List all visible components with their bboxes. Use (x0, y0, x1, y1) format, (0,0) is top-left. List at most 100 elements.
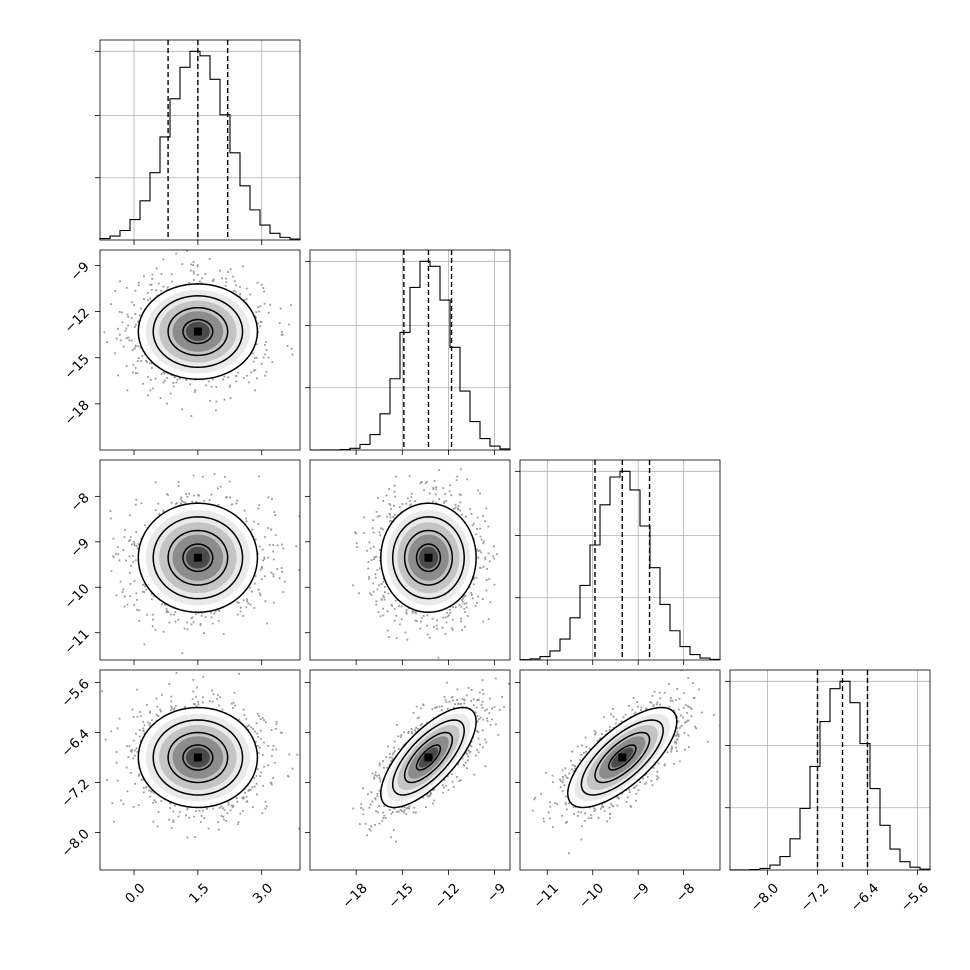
sample-point (118, 310, 121, 313)
sample-point (129, 536, 132, 539)
sample-point (272, 601, 275, 604)
sample-point (127, 756, 130, 759)
sample-point (473, 576, 476, 579)
sample-point (149, 389, 152, 392)
sample-point (197, 493, 200, 496)
sample-point (382, 580, 385, 583)
sample-point (394, 475, 397, 478)
sample-point (149, 379, 152, 381)
sample-point (465, 606, 468, 609)
sample-point (382, 578, 385, 580)
sample-point (470, 513, 473, 515)
sample-point (388, 636, 391, 639)
sample-point (247, 602, 250, 605)
sample-point (182, 501, 185, 504)
sample-point (154, 629, 157, 631)
sample-point (172, 820, 175, 823)
sample-point (162, 630, 165, 633)
sample-point (271, 361, 274, 364)
sample-point (253, 520, 255, 523)
sample-point (211, 700, 214, 703)
sample-point (232, 290, 235, 292)
sample-point (162, 381, 165, 384)
sample-point (114, 553, 117, 555)
sample-point (392, 515, 395, 518)
sample-point (393, 608, 396, 610)
sample-point (452, 606, 455, 608)
sample-point (203, 499, 206, 502)
sample-point (401, 503, 404, 505)
sample-point (131, 554, 134, 557)
sample-point (136, 598, 138, 601)
sample-point (193, 815, 195, 818)
sample-point (257, 523, 260, 526)
sample-point (459, 494, 462, 497)
sample-point (175, 672, 178, 674)
sample-point (140, 715, 142, 718)
sample-point (217, 821, 219, 824)
sample-point (398, 605, 400, 607)
sample-point (122, 803, 125, 805)
sample-point (209, 399, 212, 402)
sample-point (255, 774, 258, 777)
sample-point (267, 556, 269, 559)
sample-point (278, 322, 281, 325)
sample-point (257, 331, 260, 334)
sample-point (398, 506, 401, 508)
sample-point (470, 593, 473, 596)
sample-point (134, 559, 137, 562)
sample-point (229, 268, 232, 271)
sample-point (190, 263, 193, 266)
sample-point (462, 597, 465, 600)
sample-point (432, 500, 434, 503)
sample-point (399, 623, 401, 626)
sample-point (460, 620, 463, 623)
sample-point (274, 534, 277, 537)
sample-point (273, 511, 276, 513)
contour-line-2-1-2 (391, 516, 465, 600)
sample-point (470, 592, 473, 594)
sample-point (193, 494, 195, 497)
sample-point (122, 588, 125, 591)
sample-point (145, 359, 147, 362)
sample-point (142, 590, 144, 593)
contour-line-2-0-1 (167, 529, 229, 586)
sample-point (450, 494, 453, 497)
sample-point (389, 503, 392, 506)
sample-point (144, 524, 146, 527)
sample-point (103, 331, 106, 334)
sample-point (267, 496, 270, 499)
sample-point (213, 473, 216, 476)
sample-point (442, 487, 445, 490)
sample-point (259, 775, 262, 778)
sample-point (267, 527, 270, 529)
sample-point (262, 784, 264, 787)
sample-point (245, 606, 248, 609)
sample-point (186, 495, 189, 498)
sample-point (192, 279, 195, 281)
sample-point (125, 365, 128, 367)
sample-point (110, 730, 113, 733)
sample-point (163, 372, 166, 375)
sample-point (479, 535, 482, 538)
scatter-frame-2-0 (99, 459, 301, 661)
sample-point (133, 542, 136, 545)
sample-point (173, 804, 176, 807)
sample-point (218, 245, 220, 247)
sample-point (466, 615, 469, 617)
sample-point (237, 601, 240, 604)
sample-point (479, 566, 481, 569)
sample-point (119, 339, 122, 342)
sample-point (136, 608, 139, 611)
sample-point (450, 627, 453, 630)
sample-point (478, 549, 481, 552)
sample-point (137, 284, 140, 287)
sample-point (237, 821, 240, 824)
sample-point (442, 616, 445, 619)
sample-point (408, 475, 411, 478)
sample-point (162, 258, 165, 261)
sample-point (256, 377, 258, 380)
sample-point (181, 263, 184, 265)
sample-point (256, 793, 258, 796)
sample-point (250, 726, 252, 729)
